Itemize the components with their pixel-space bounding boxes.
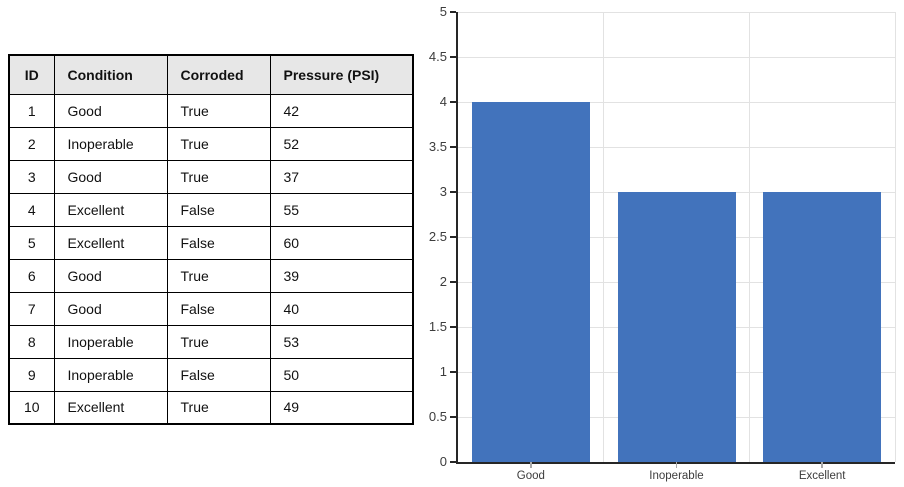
table-cell: 39 [269, 258, 414, 293]
y-tick-label: 4 [439, 94, 447, 109]
y-axis-tick [450, 371, 456, 373]
table-cell: 40 [269, 291, 414, 326]
x-tick-label: Excellent [798, 470, 846, 482]
y-axis-tick [450, 191, 456, 193]
y-axis-tick [450, 416, 456, 418]
table-cell: True [166, 324, 271, 359]
table-cell: 52 [269, 126, 414, 161]
table-row: 3 Good True 37 [8, 159, 414, 194]
table-cell: 6 [8, 258, 55, 293]
y-axis-tick [450, 146, 456, 148]
y-axis-tick [450, 461, 456, 463]
x-axis-tick [821, 462, 823, 468]
table-row: 5 Excellent False 60 [8, 225, 414, 260]
bar-inoperable [617, 192, 736, 462]
y-tick-label: 2 [439, 274, 447, 289]
table-cell: False [166, 357, 271, 392]
table-cell: True [166, 258, 271, 293]
gridline-horizontal [458, 146, 895, 148]
gridline-vertical [748, 12, 750, 462]
table-row: 7 Good False 40 [8, 291, 414, 326]
table-row: 8 Inoperable True 53 [8, 324, 414, 359]
bar-excellent [763, 192, 882, 462]
table-row: 6 Good True 39 [8, 258, 414, 293]
gridline-horizontal [458, 56, 895, 58]
y-axis-tick [450, 101, 456, 103]
table-cell: Good [53, 291, 168, 326]
table-cell: 42 [269, 93, 414, 128]
x-tick-label: Good [516, 470, 545, 482]
table-cell: Good [53, 258, 168, 293]
gridline-vertical [603, 12, 605, 462]
table-cell: 49 [269, 390, 414, 425]
x-axis-tick [675, 462, 678, 468]
y-tick-label: 4.5 [428, 49, 447, 64]
y-axis-tick [450, 56, 456, 58]
table-cell: True [166, 390, 271, 425]
y-axis-tick [450, 326, 456, 328]
table-cell: Excellent [53, 192, 168, 227]
y-tick-label: 3 [439, 184, 447, 199]
table-cell: 60 [269, 225, 414, 260]
x-tick-label: Inoperable [649, 470, 704, 482]
table-cell: True [166, 126, 271, 161]
pipe-data-table: ID Condition Corroded Pressure (PSI) 1 Good T… [8, 54, 414, 425]
gridline-horizontal [458, 101, 895, 103]
table-cell: True [166, 159, 271, 194]
table-cell: 7 [8, 291, 55, 326]
table-body: 1 Good True 42 2 Inoperable True 52 3 Good True 37 4… [8, 93, 414, 425]
y-axis-line [456, 12, 458, 462]
y-tick-label: 0.5 [428, 409, 447, 424]
table-row: 1 Good True 42 [8, 93, 414, 128]
table-cell: Inoperable [53, 324, 168, 359]
y-tick-label: 3.5 [428, 139, 447, 154]
y-tick-label: 5 [439, 4, 447, 19]
y-axis-tick [450, 281, 456, 283]
table-cell: 50 [269, 357, 414, 392]
table-cell: 4 [8, 192, 55, 227]
table-header-row: ID Condition Corroded Pressure (PSI) [8, 54, 414, 95]
table-cell: False [166, 291, 271, 326]
y-axis-tick [450, 236, 456, 238]
table-row: 9 Inoperable False 50 [8, 357, 414, 392]
table-cell: 5 [8, 225, 55, 260]
table-cell: Inoperable [53, 357, 168, 392]
y-axis-tick [450, 11, 456, 13]
table-cell: 8 [8, 324, 55, 359]
table-row: 10 Excellent True 49 [8, 390, 414, 425]
plot-area: 0 0.5 1 1.5 2 2.5 3 3.5 4 4.5 5 Good Inoperable Excel… [429, 4, 896, 482]
x-axis-tick [530, 462, 532, 468]
table-cell: Excellent [53, 390, 168, 425]
y-tick-label: 1.5 [428, 319, 447, 334]
gridline-vertical [894, 12, 896, 462]
table-cell: False [166, 225, 271, 260]
table-header: ID Condition Corroded Pressure (PSI) [8, 54, 414, 95]
y-tick-label: 2.5 [428, 229, 447, 244]
x-axis-line [456, 462, 895, 464]
y-tick-label: 1 [439, 364, 447, 379]
table-header-cell: Pressure (PSI) [269, 54, 414, 95]
table-cell: 3 [8, 159, 55, 194]
table-cell: True [166, 93, 271, 128]
table-cell: Good [53, 93, 168, 128]
bar-good [471, 102, 590, 462]
gridline-horizontal [458, 11, 895, 13]
table-cell: 2 [8, 126, 55, 161]
table-cell: 37 [269, 159, 414, 194]
table-cell: 53 [269, 324, 414, 359]
y-tick-label: 0 [439, 454, 447, 469]
table-cell: Good [53, 159, 168, 194]
